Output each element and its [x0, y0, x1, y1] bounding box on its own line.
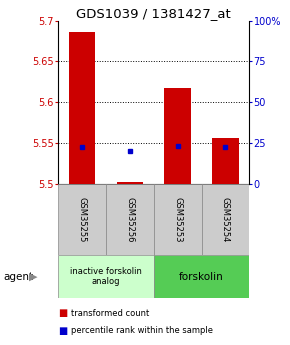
Bar	[212, 138, 239, 184]
Text: ▶: ▶	[29, 272, 37, 282]
Bar	[154, 255, 249, 298]
Text: ■: ■	[58, 326, 67, 336]
Bar	[58, 255, 154, 298]
Bar	[164, 88, 191, 184]
Title: GDS1039 / 1381427_at: GDS1039 / 1381427_at	[76, 7, 231, 20]
Text: GSM35253: GSM35253	[173, 197, 182, 242]
Bar	[117, 182, 143, 184]
Bar	[106, 184, 154, 255]
Text: transformed count: transformed count	[71, 309, 149, 318]
Bar	[154, 184, 202, 255]
Text: GSM35255: GSM35255	[77, 197, 86, 242]
Bar	[202, 184, 249, 255]
Text: GSM35254: GSM35254	[221, 197, 230, 242]
Bar	[58, 184, 106, 255]
Text: inactive forskolin
analog: inactive forskolin analog	[70, 267, 142, 286]
Text: percentile rank within the sample: percentile rank within the sample	[71, 326, 213, 335]
Text: agent: agent	[3, 272, 33, 282]
Text: GSM35256: GSM35256	[125, 197, 134, 242]
Text: forskolin: forskolin	[179, 272, 224, 282]
Bar	[69, 32, 95, 184]
Text: ■: ■	[58, 308, 67, 318]
